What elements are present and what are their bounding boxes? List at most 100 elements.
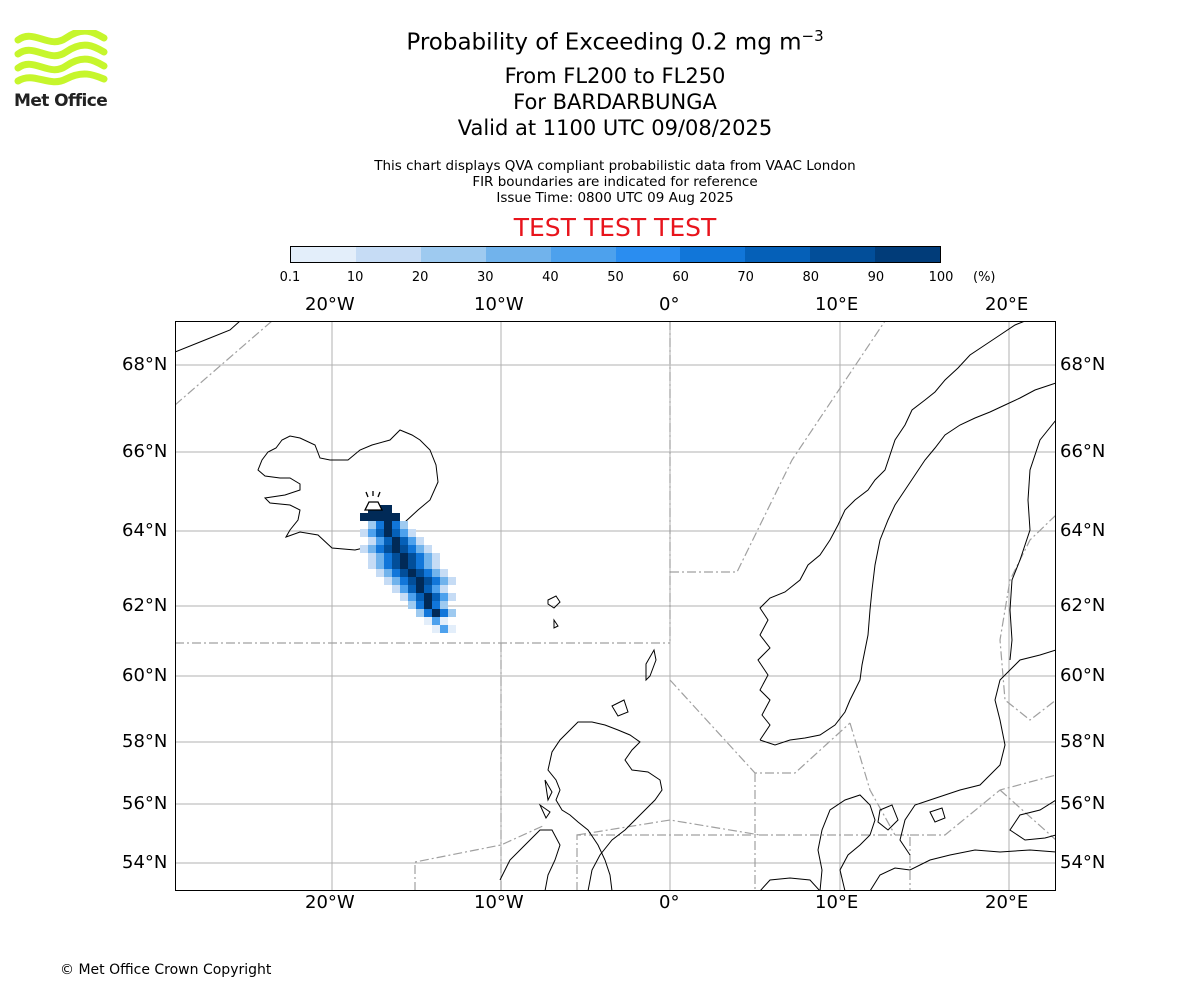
plume-cell: [440, 577, 448, 585]
colorbar-tick-label: 100: [928, 270, 954, 285]
plume-cell: [384, 537, 392, 545]
lat-label-right: 66°N: [1060, 441, 1106, 462]
plume-cell: [416, 537, 424, 545]
map-frame: [175, 321, 1056, 891]
plume-cell: [360, 513, 368, 521]
plume-cell: [440, 569, 448, 577]
plume-cell: [368, 545, 376, 553]
plume-cell: [408, 561, 416, 569]
plume-cell: [368, 529, 376, 537]
lat-label-right: 56°N: [1060, 793, 1106, 814]
lon-label-top: 10°E: [815, 294, 859, 315]
plume-cell: [448, 593, 456, 601]
lat-label-right: 68°N: [1060, 354, 1106, 375]
plume-cell: [424, 561, 432, 569]
plume-cell: [424, 569, 432, 577]
plume-cell: [416, 585, 424, 593]
plume-cell: [400, 569, 408, 577]
plume-cell: [392, 521, 400, 529]
plume-cell: [432, 585, 440, 593]
colorbar-unit: (%): [973, 270, 996, 285]
plume-cell: [432, 617, 440, 625]
plume-cell: [384, 513, 392, 521]
plume-cell: [416, 601, 424, 609]
plume-cell: [448, 577, 456, 585]
plume-cell: [416, 593, 424, 601]
lat-label-left: 64°N: [122, 520, 168, 541]
coastlines: [175, 321, 1056, 891]
copyright-notice: © Met Office Crown Copyright: [60, 962, 272, 978]
plume-cell: [424, 609, 432, 617]
colorbar-segment: [291, 247, 356, 262]
lat-label-right: 64°N: [1060, 520, 1106, 541]
plume-cell: [440, 617, 448, 625]
plume-cell: [408, 593, 416, 601]
map-panel: [175, 321, 1056, 891]
colorbar-tick-label: 80: [802, 270, 820, 285]
plume-cell: [392, 569, 400, 577]
colorbar-tick-label: 10: [346, 270, 364, 285]
plume-cell: [432, 569, 440, 577]
volcano-title: For BARDARBUNGA: [513, 90, 717, 114]
plume-cell: [416, 569, 424, 577]
plume-cell: [384, 505, 392, 513]
plume-cell: [416, 609, 424, 617]
plume-cell: [432, 577, 440, 585]
lat-label-right: 58°N: [1060, 731, 1106, 752]
lon-label-top: 20°W: [305, 294, 355, 315]
ash-probability-plume: [360, 505, 456, 633]
plume-cell: [408, 545, 416, 553]
plume-cell: [392, 529, 400, 537]
plume-cell: [408, 577, 416, 585]
plume-cell: [392, 553, 400, 561]
plume-cell: [432, 609, 440, 617]
flight-level-range: From FL200 to FL250: [504, 64, 726, 88]
plume-cell: [384, 569, 392, 577]
plume-cell: [400, 545, 408, 553]
plume-cell: [408, 529, 416, 537]
plume-cell: [400, 593, 408, 601]
plume-cell: [392, 545, 400, 553]
plume-cell: [392, 537, 400, 545]
plume-cell: [360, 529, 368, 537]
plume-cell: [376, 529, 384, 537]
plume-cell: [376, 553, 384, 561]
lat-label-right: 62°N: [1060, 595, 1106, 616]
plume-cell: [432, 553, 440, 561]
plume-cell: [400, 585, 408, 593]
volcano-icon: [363, 491, 384, 511]
lon-label-top: 20°E: [985, 294, 1029, 315]
plume-cell: [384, 545, 392, 553]
plume-cell: [408, 537, 416, 545]
lat-label-left: 60°N: [122, 665, 168, 686]
plume-cell: [440, 593, 448, 601]
plume-cell: [368, 561, 376, 569]
title-superscript: −3: [801, 27, 824, 45]
met-office-waves-icon: [14, 27, 108, 86]
colorbar-segment: [810, 247, 876, 262]
plume-cell: [392, 577, 400, 585]
subtitle-line-2: FIR boundaries are indicated for referen…: [472, 174, 758, 190]
plume-cell: [448, 609, 456, 617]
plume-cell: [440, 609, 448, 617]
plume-cell: [368, 553, 376, 561]
plume-cell: [384, 553, 392, 561]
plume-cell: [384, 561, 392, 569]
subtitle-line-1: This chart displays QVA compliant probab…: [374, 158, 856, 174]
colorbar-segment: [615, 247, 681, 262]
lon-label-bottom: 10°E: [815, 892, 859, 913]
met-office-logo: Met Office: [14, 27, 109, 114]
colorbar-tick-label: 50: [607, 270, 624, 285]
lon-label-bottom: 20°E: [985, 892, 1029, 913]
chart-title: Probability of Exceeding 0.2 mg m−3: [240, 27, 990, 56]
lon-label-bottom: 10°W: [474, 892, 524, 913]
lon-label-top: 0°: [659, 294, 680, 315]
plume-cell: [376, 521, 384, 529]
lon-label-bottom: 20°W: [305, 892, 355, 913]
plume-cell: [440, 601, 448, 609]
plume-cell: [368, 537, 376, 545]
lat-label-left: 68°N: [122, 354, 168, 375]
graticule: [175, 321, 1056, 891]
plume-cell: [416, 545, 424, 553]
plume-cell: [376, 561, 384, 569]
